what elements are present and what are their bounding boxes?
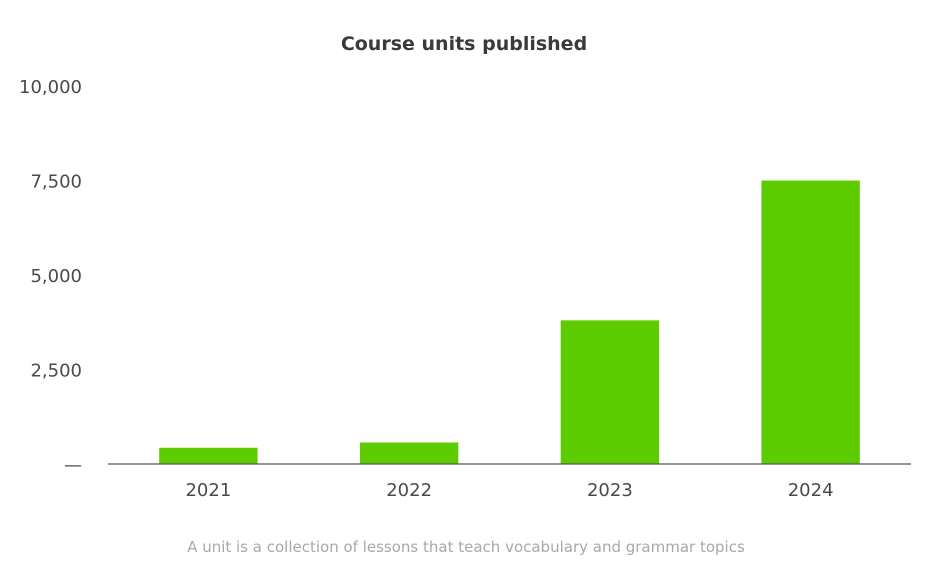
y-tick-label: 10,000: [19, 77, 82, 98]
chart-title: Course units published: [341, 33, 587, 55]
bars-group: [159, 180, 860, 464]
y-tick-label: 5,000: [30, 266, 82, 287]
bar-2023: [560, 320, 660, 464]
x-tick-label: 2022: [386, 480, 432, 501]
x-tick-label: 2024: [788, 480, 834, 501]
x-tick-label: 2023: [587, 480, 633, 501]
bar-2021: [159, 447, 258, 464]
chart-footnote: A unit is a collection of lessons that t…: [187, 538, 745, 556]
bar-2024: [761, 180, 860, 464]
bar-2022: [359, 442, 459, 464]
y-tick-label: 2,500: [30, 361, 82, 382]
y-tick-label: —: [64, 455, 82, 476]
y-axis-ticks: — 2,500 5,000 7,500 10,000: [19, 77, 82, 476]
x-tick-label: 2021: [185, 480, 231, 501]
x-axis-ticks: 2021 2022 2023 2024: [185, 480, 833, 501]
y-tick-label: 7,500: [30, 172, 82, 193]
